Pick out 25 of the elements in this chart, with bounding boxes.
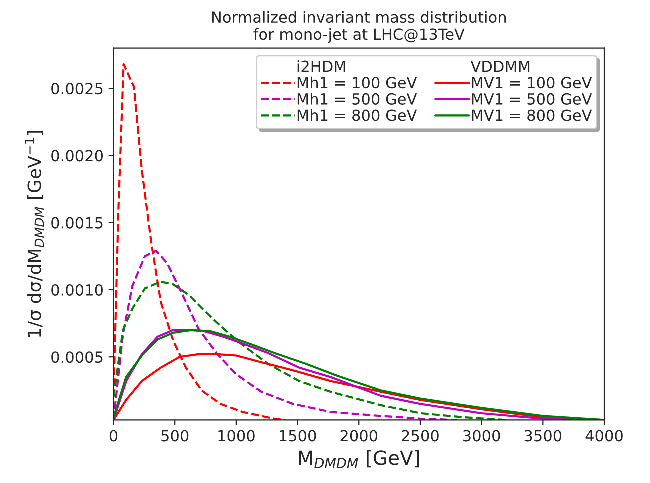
legend-label: Mh1 = 100 GeV — [298, 76, 418, 89]
x-tick-label: 0 — [110, 430, 118, 442]
x-tick-label: 3000 — [464, 430, 500, 442]
x-tick-label: 3500 — [524, 430, 562, 442]
y-tick-label: 0.0020 — [52, 150, 104, 162]
x-tick-label: 4000 — [586, 430, 623, 442]
annotation: i2HDM — [298, 60, 346, 72]
x-axis-title: M$_{DMDM}$ [GeV] — [299, 450, 420, 468]
y-tick-label: 0.0015 — [52, 217, 103, 229]
y-tick-label: 0.0005 — [52, 352, 103, 364]
legend-label: MV1 = 500 GeV — [472, 93, 592, 105]
legend-label: Mh1 = 500 GeV — [298, 93, 418, 105]
legend-label: MV1 = 800 GeV — [472, 110, 592, 122]
legend-label: Mh1 = 800 GeV — [298, 109, 418, 122]
x-tick-label: 1500 — [280, 430, 316, 442]
x-tick-label: 500 — [162, 430, 189, 442]
x-tick-label: 1000 — [218, 430, 255, 442]
x-tick-label: 2500 — [402, 430, 439, 442]
y-tick-label: 0.0025 — [52, 83, 103, 95]
annotation: VDDMM — [470, 60, 530, 72]
y-tick-label: 0.0010 — [52, 284, 104, 296]
y-axis-title: 1/σ dσ/dM$_{DMDM}$ [GeV$^{−1}$] — [25, 131, 44, 337]
x-tick-label: 2000 — [340, 430, 378, 442]
legend-label: MV1 = 100 GeV — [472, 77, 592, 89]
chart-title: Normalized invariant mass distribution for mono-jet at LHC@13TeV — [212, 11, 506, 44]
